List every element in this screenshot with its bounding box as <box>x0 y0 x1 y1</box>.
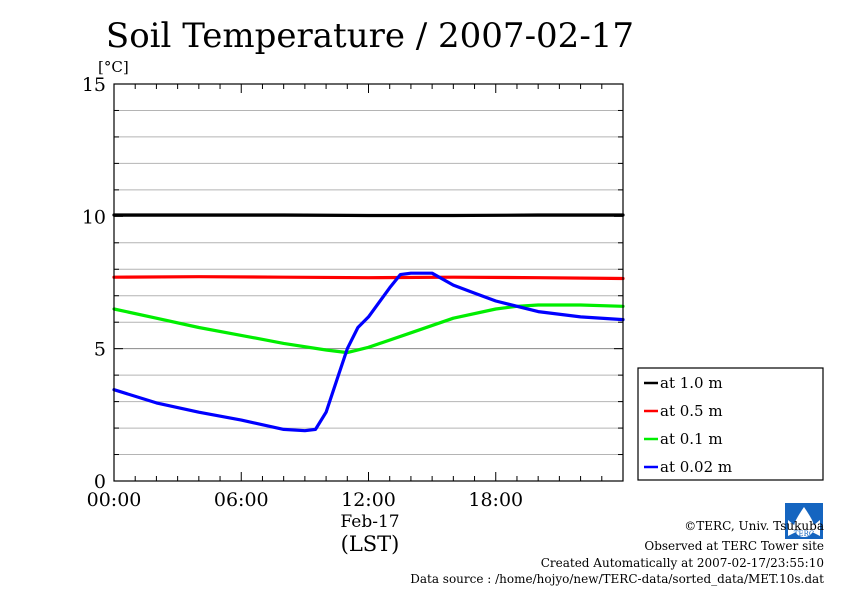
legend-item: at 0.5 m <box>644 402 723 420</box>
y-axis-unit-label: [°C] <box>98 58 129 76</box>
y-tick-label: 15 <box>82 74 106 96</box>
legend-label: at 0.1 m <box>660 430 723 448</box>
legend-label: at 0.02 m <box>660 458 732 476</box>
legend-item: at 1.0 m <box>644 374 723 392</box>
credit-source: Data source : /home/hojyo/new/TERC-data/… <box>410 572 824 586</box>
series-line-2 <box>112 275 625 281</box>
legend: at 1.0 m at 0.5 m at 0.1 m at 0.02 m <box>637 367 824 481</box>
gridlines <box>114 109 623 456</box>
legend-box <box>637 367 824 481</box>
terc-logo-icon: TERC <box>785 503 823 539</box>
plot-frame <box>113 83 624 482</box>
x-tick-label: 06:00 <box>214 489 269 511</box>
x-tick-label: 18:00 <box>468 489 523 511</box>
x-tick-label: 12:00 <box>341 489 396 511</box>
x-tick-label: 00:00 <box>87 489 142 511</box>
chart-title: Soil Temperature / 2007-02-17 <box>106 16 634 56</box>
legend-item: at 0.02 m <box>644 458 732 476</box>
legend-item: at 0.1 m <box>644 430 723 448</box>
axis-ticks: 0 5 10 15 00:00 06:00 12:00 18:00 <box>82 74 624 511</box>
x-axis-timezone-label: (LST) <box>341 532 400 556</box>
y-tick-label: 0 <box>94 471 106 493</box>
legend-label: at 1.0 m <box>660 374 723 392</box>
series-lines <box>112 213 625 433</box>
logo-text: TERC <box>794 530 814 538</box>
series-line-4 <box>112 271 625 433</box>
credit-created: Created Automatically at 2007-02-17/23:5… <box>541 556 824 570</box>
series-line-1 <box>112 213 625 218</box>
x-axis-date-label: Feb-17 <box>340 512 399 532</box>
series-line-3 <box>112 303 625 355</box>
y-tick-label: 5 <box>94 339 106 361</box>
credit-site: Observed at TERC Tower site <box>644 539 824 553</box>
legend-label: at 0.5 m <box>660 402 723 420</box>
credit-org: ©TERC, Univ. Tsukuba <box>684 519 824 533</box>
y-tick-label: 10 <box>82 206 106 228</box>
